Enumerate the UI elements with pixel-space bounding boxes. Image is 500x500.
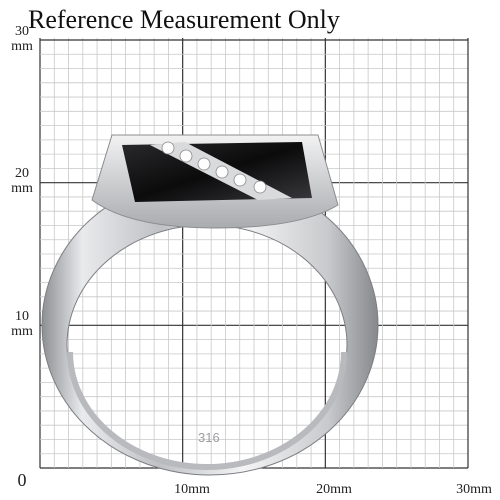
crystals: [161, 141, 267, 194]
crystal: [197, 157, 211, 171]
ring: 316: [41, 134, 379, 476]
x-label: 30mm: [456, 482, 492, 497]
y-label-unit: mm: [11, 181, 33, 196]
ring-stamp: 316: [198, 430, 220, 445]
y-label-unit: mm: [11, 39, 33, 54]
title: Reference Measurement Only: [28, 5, 340, 34]
crystal: [233, 173, 247, 187]
y-label-number: 0: [18, 470, 27, 490]
x-label: 10mm: [174, 482, 210, 497]
crystal: [161, 141, 175, 155]
crystal: [179, 149, 193, 163]
x-label: 20mm: [316, 482, 352, 497]
y-label-number: 10: [15, 309, 29, 324]
y-label-number: 20: [15, 166, 29, 181]
crystal: [253, 180, 267, 194]
ring-inner-edge: [67, 351, 347, 470]
y-label-number: 30: [15, 24, 29, 39]
crystal: [215, 165, 229, 179]
y-label-unit: mm: [11, 324, 33, 339]
